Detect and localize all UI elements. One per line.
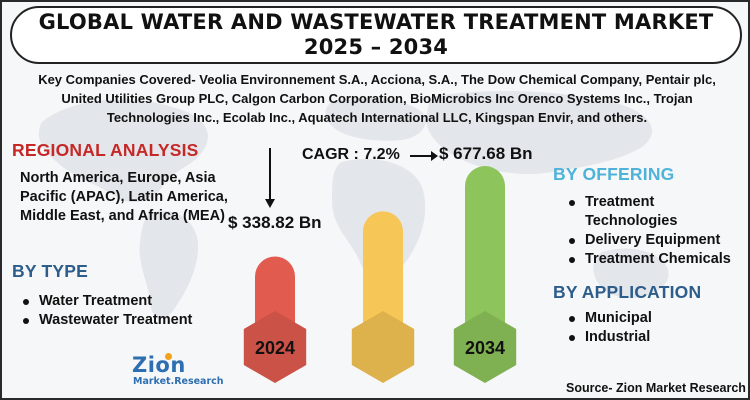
- year-label-2034: 2034: [465, 338, 505, 358]
- regional-analysis-title: REGIONAL ANALYSIS: [12, 140, 199, 160]
- zion-logo: Zion Market.Research: [132, 353, 224, 394]
- list-item: Treatment Chemicals: [568, 250, 748, 269]
- by-type-list: Water Treatment Wastewater Treatment: [22, 292, 192, 330]
- main-title: GLOBAL WATER AND WASTEWATER TREATMENT MA…: [38, 10, 714, 34]
- logo-top-text: Zion: [132, 353, 186, 377]
- list-item: Water Treatment: [22, 292, 192, 311]
- bar-2034: [465, 166, 505, 347]
- logo-dot: [165, 353, 172, 360]
- list-item: Treatment Technologies: [568, 193, 748, 231]
- list-item: Industrial: [568, 328, 652, 347]
- list-item: Wastewater Treatment: [22, 311, 192, 330]
- by-type-title: BY TYPE: [12, 261, 88, 281]
- down-arrow-icon: [265, 148, 275, 208]
- title-box: GLOBAL WATER AND WASTEWATER TREATMENT MA…: [10, 6, 742, 64]
- hexagon-base-2034: [453, 311, 517, 383]
- regional-analysis-text: North America, Europe, Asia Pacific (APA…: [20, 170, 228, 224]
- title-years: 2025 – 2034: [303, 35, 449, 59]
- source-text: Source- Zion Market Research: [566, 381, 746, 395]
- logo-bottom-text: Market.Research: [133, 376, 224, 387]
- hexagon-base-2024: [243, 311, 307, 383]
- bar-middle: [363, 211, 403, 347]
- by-offering-list: Treatment Technologies Delivery Equipmen…: [568, 193, 748, 269]
- list-item: Municipal: [568, 309, 652, 328]
- hexagon-base-middle: [351, 311, 415, 383]
- list-item: Delivery Equipment: [568, 231, 748, 250]
- year-label-2024: 2024: [255, 338, 295, 358]
- by-application-list: Municipal Industrial: [568, 309, 652, 347]
- cagr-label: CAGR : 7.2%: [302, 146, 400, 163]
- right-arrow-icon: [410, 151, 438, 161]
- by-offering-title: BY OFFERING: [553, 164, 675, 184]
- value-label-2024: $ 338.82 Bn: [228, 213, 322, 232]
- value-label-2034: $ 677.68 Bn: [439, 144, 533, 163]
- by-application-title: BY APPLICATION: [553, 282, 702, 302]
- key-companies-text: Key Companies Covered- Veolia Environnem…: [38, 72, 716, 125]
